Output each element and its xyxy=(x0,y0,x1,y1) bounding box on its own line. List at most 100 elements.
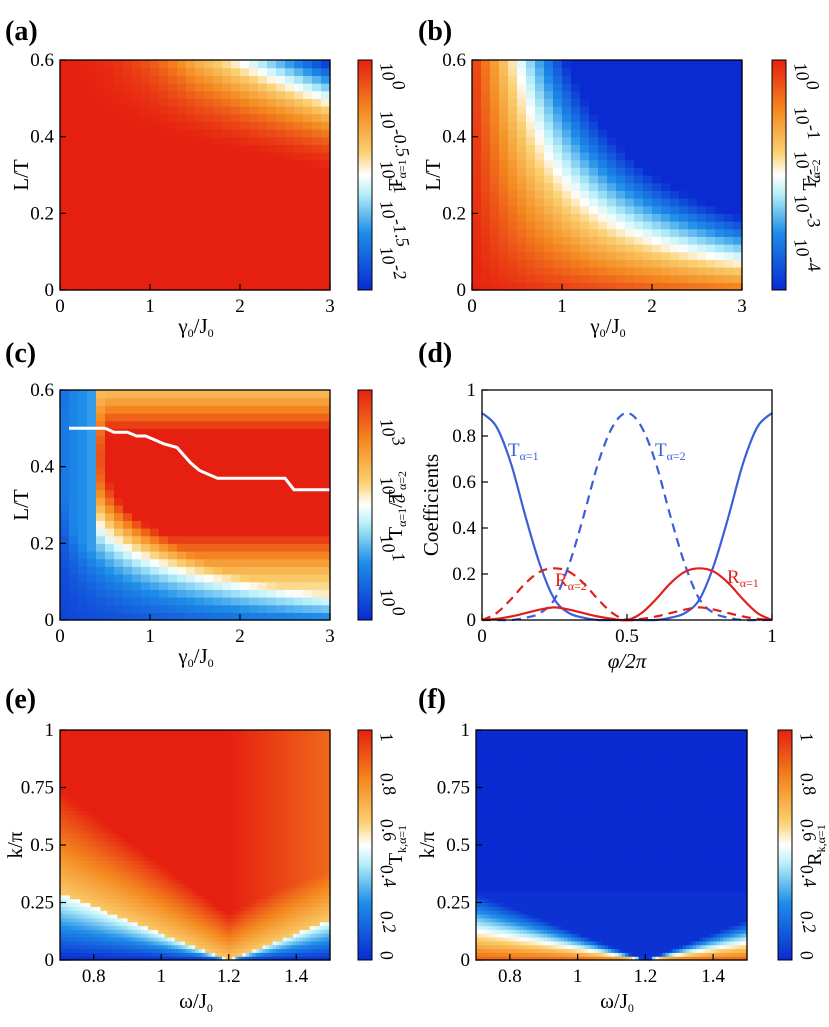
heatmap-cell xyxy=(63,825,68,831)
heatmap-cell xyxy=(178,887,183,892)
heatmap-cell xyxy=(141,910,145,915)
heatmap-cell xyxy=(164,787,169,792)
heatmap-b xyxy=(472,60,743,291)
heatmap-cell xyxy=(134,875,139,881)
heatmap-cell xyxy=(195,543,205,552)
heatmap-cell xyxy=(171,810,176,815)
heatmap-cell xyxy=(616,98,626,107)
heatmap-cell xyxy=(490,106,500,115)
heatmap-cell xyxy=(204,597,214,606)
heatmap-cell xyxy=(130,833,135,838)
heatmap-cell xyxy=(171,956,176,961)
heatmap-cell xyxy=(634,244,644,253)
heatmap-cell xyxy=(688,129,698,138)
heatmap-cell xyxy=(715,251,725,260)
heatmap-cell xyxy=(186,520,196,529)
heatmap-cell xyxy=(157,802,162,808)
heatmap-cell xyxy=(249,390,259,399)
heatmap-cell xyxy=(141,581,151,590)
heatmap-cell xyxy=(73,871,78,877)
heatmap-cell xyxy=(706,244,716,253)
heatmap-cell xyxy=(144,745,149,750)
heatmap-cell xyxy=(526,228,536,237)
heatmap-cell xyxy=(70,933,75,938)
heatmap-cell xyxy=(150,98,160,107)
heatmap-cell xyxy=(103,856,108,861)
heatmap-cell xyxy=(643,129,653,138)
heatmap-cell xyxy=(652,113,662,122)
heatmap-cell xyxy=(144,822,149,827)
heatmap-cell xyxy=(544,244,554,253)
heatmap-cell xyxy=(69,390,79,399)
heatmap-cell xyxy=(63,864,68,869)
heatmap-cell xyxy=(141,894,145,900)
heatmap-cell xyxy=(154,760,159,766)
heatmap-cell xyxy=(107,914,112,919)
heatmap-cell xyxy=(83,937,88,942)
heatmap-cell xyxy=(150,604,160,613)
heatmap-cell xyxy=(97,837,102,842)
heatmap-cell xyxy=(96,589,106,598)
heatmap-cell xyxy=(76,937,81,942)
heatmap-cell xyxy=(96,205,106,214)
heatmap-cell xyxy=(63,749,68,754)
heatmap-cell xyxy=(652,221,662,230)
heatmap-cell xyxy=(96,159,106,168)
heatmap-cell xyxy=(249,581,259,590)
heatmap-cell xyxy=(114,443,124,452)
heatmap-cell xyxy=(171,887,176,892)
heatmap-cell xyxy=(83,764,88,769)
heatmap-cell xyxy=(249,144,259,153)
heatmap-cell xyxy=(141,267,151,276)
heatmap-cell xyxy=(87,558,97,567)
heatmap-cell xyxy=(625,121,635,130)
heatmap-cell xyxy=(76,860,81,865)
heatmap-cell xyxy=(186,282,196,291)
heatmap-cell xyxy=(97,848,102,854)
heatmap-cell xyxy=(184,906,189,911)
heatmap-cell xyxy=(96,574,106,583)
heatmap-cell xyxy=(294,451,304,460)
heatmap-cell xyxy=(553,167,563,176)
heatmap-cell xyxy=(294,267,304,276)
heatmap-cell xyxy=(571,129,581,138)
heatmap-cell xyxy=(535,106,545,115)
heatmap-cell xyxy=(70,906,75,911)
heatmap-cell xyxy=(80,802,85,808)
heatmap-cell xyxy=(83,952,88,957)
heatmap-cell xyxy=(168,390,178,399)
heatmap-cell xyxy=(123,512,133,521)
heatmap-cell xyxy=(80,852,85,858)
heatmap-cell xyxy=(267,589,277,598)
heatmap-cell xyxy=(178,768,183,773)
heatmap-cell xyxy=(78,251,88,260)
heatmap-cell xyxy=(69,451,79,460)
heatmap-cell xyxy=(625,182,635,191)
heatmap-cell xyxy=(168,136,178,145)
heatmap-cell xyxy=(195,535,205,544)
heatmap-cell xyxy=(105,83,115,92)
heatmap-cell xyxy=(472,221,482,230)
heatmap-cell xyxy=(123,228,133,237)
heatmap-cell xyxy=(87,917,91,923)
heatmap-cell xyxy=(249,167,259,176)
heatmap-cell xyxy=(97,799,102,804)
heatmap-cell xyxy=(93,795,98,800)
heatmap-cell xyxy=(213,528,223,537)
heatmap-cell xyxy=(186,236,196,245)
heatmap-cell xyxy=(222,443,232,452)
heatmap-cell xyxy=(222,213,232,222)
heatmap-cell xyxy=(124,810,129,815)
heatmap-cell xyxy=(161,898,166,904)
heatmap-cell xyxy=(508,244,518,253)
heatmap-cell xyxy=(159,566,169,575)
heatmap-cell xyxy=(688,136,698,145)
heatmap-cell xyxy=(321,159,331,168)
heatmap-cell xyxy=(625,129,635,138)
heatmap-cell xyxy=(177,83,187,92)
heatmap-cell xyxy=(733,221,743,230)
heatmap-cell xyxy=(186,390,196,399)
heatmap-cell xyxy=(151,764,156,769)
heatmap-cell xyxy=(123,136,133,145)
heatmap-cell xyxy=(87,182,97,191)
